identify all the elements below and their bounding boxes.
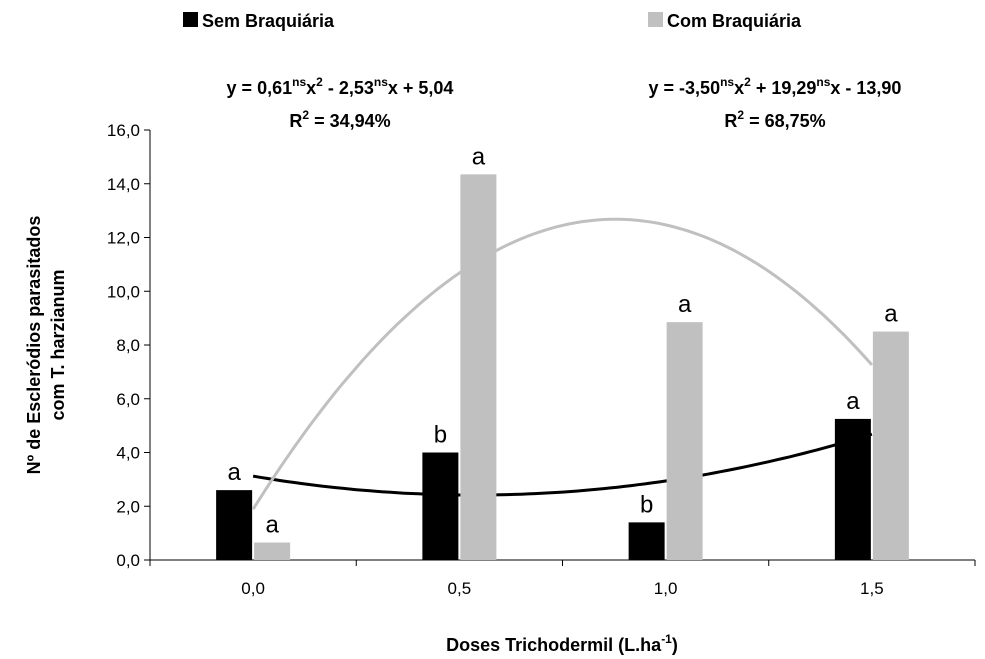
trend-equation-part: 2: [316, 75, 323, 89]
legend-swatch: [648, 12, 663, 27]
y-axis-label: com T. harzianum: [48, 269, 68, 420]
trend-r2: R2 = 68,75%: [724, 108, 825, 131]
y-tick-label: 10,0: [107, 282, 140, 301]
trend-equation-part: x + 5,04: [388, 78, 454, 98]
trend-r2-part: = 34,94%: [309, 111, 391, 131]
value-letter: a: [678, 291, 692, 318]
legend-swatch: [183, 12, 198, 27]
y-axis-label: Nº de Escleródios parasitados: [24, 216, 44, 475]
y-tick-label: 16,0: [107, 121, 140, 140]
value-letter: a: [846, 388, 860, 415]
value-letter: b: [640, 491, 653, 518]
x-tick-label: 1,0: [654, 579, 678, 598]
trend-equation: y = -3,50nsx2 + 19,29nsx - 13,90: [649, 75, 902, 98]
y-tick-label: 14,0: [107, 175, 140, 194]
bar: [254, 542, 291, 560]
trend-r2-part: R: [724, 111, 737, 131]
y-tick-label: 4,0: [116, 444, 140, 463]
x-tick-label: 0,0: [241, 579, 265, 598]
trend-equation-part: - 2,53: [323, 78, 374, 98]
bar: [872, 331, 909, 560]
y-tick-label: 6,0: [116, 390, 140, 409]
trend-line: [252, 432, 873, 497]
x-tick-label: 0,5: [448, 579, 472, 598]
value-letter: a: [265, 512, 279, 539]
trend-equation-part: y = -3,50: [649, 78, 721, 98]
value-letter: a: [472, 143, 486, 170]
value-letter: a: [884, 301, 898, 328]
trend-r2-part: 2: [302, 108, 309, 122]
bar: [666, 322, 703, 560]
trend-equation-part: y = 0,61: [227, 78, 293, 98]
trend-equation-part: ns: [816, 75, 830, 89]
bar: [216, 490, 253, 560]
x-axis-label: Doses Trichodermil (L.ha-1): [446, 632, 678, 655]
x-tick-label: 1,5: [860, 579, 884, 598]
bar: [422, 452, 459, 560]
trend-equation-part: ns: [720, 75, 734, 89]
trend-equation-part: ns: [374, 75, 388, 89]
trend-r2-part: R: [289, 111, 302, 131]
trend-equation-part: x: [306, 78, 316, 98]
y-tick-label: 0,0: [116, 551, 140, 570]
trend-equation-part: x: [734, 78, 744, 98]
value-letter: a: [227, 459, 241, 486]
x-axis-label-part: ): [672, 635, 678, 655]
trend-r2: R2 = 34,94%: [289, 108, 390, 131]
y-tick-label: 2,0: [116, 497, 140, 516]
trend-equation-part: 2: [744, 75, 751, 89]
trend-line: [251, 217, 874, 511]
bar: [460, 174, 497, 560]
x-axis-label-part: Doses Trichodermil (L.ha: [446, 635, 662, 655]
y-tick-label: 12,0: [107, 229, 140, 248]
trend-r2-part: 2: [737, 108, 744, 122]
value-letter: b: [434, 422, 447, 449]
x-axis-label-part: -1: [661, 632, 672, 646]
trend-equation-part: + 19,29: [751, 78, 817, 98]
trend-r2-part: = 68,75%: [744, 111, 826, 131]
y-tick-label: 8,0: [116, 336, 140, 355]
bar: [628, 522, 665, 560]
legend-label: Com Braquiária: [667, 11, 802, 31]
legend-label: Sem Braquiária: [202, 11, 335, 31]
trend-equation: y = 0,61nsx2 - 2,53nsx + 5,04: [227, 75, 454, 98]
trend-equation-part: ns: [292, 75, 306, 89]
trend-equation-part: x - 13,90: [830, 78, 901, 98]
